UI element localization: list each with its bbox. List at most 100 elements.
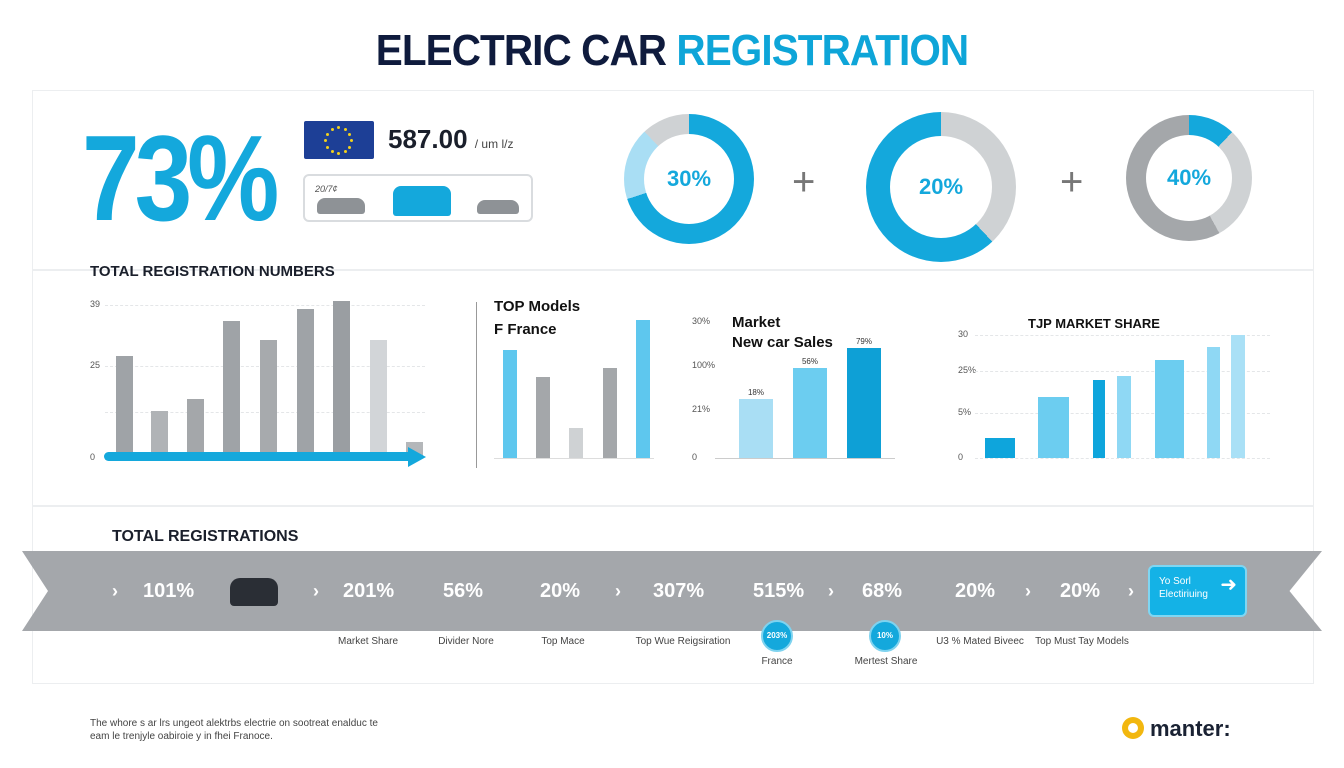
y-tick-label: 30 xyxy=(958,329,969,339)
chart-title: TOP Models xyxy=(494,298,581,315)
band-label: Top Wue Reigsiration xyxy=(635,636,731,647)
car-strip: 20/7¢ xyxy=(303,174,533,222)
donut-label: 20% xyxy=(918,174,964,199)
bar xyxy=(536,376,550,458)
logo-icon xyxy=(1122,717,1144,739)
bar xyxy=(985,437,1015,458)
x-axis xyxy=(494,458,654,459)
cta-label: Yo Sorl Electiriuing xyxy=(1159,576,1208,600)
logo-text: manter: xyxy=(1150,716,1231,741)
chevron-right-icon: › xyxy=(615,581,621,601)
star-icon xyxy=(330,150,334,154)
band-label: Divider Nore xyxy=(438,636,494,647)
bar xyxy=(636,320,650,458)
band-label: Market Share xyxy=(337,636,399,647)
band-label: U3 % Mated Biveec xyxy=(936,636,1024,647)
chart-title: TJP MARKET SHARE xyxy=(1028,316,1160,331)
chevron-right-icon: › xyxy=(828,581,834,601)
bar xyxy=(151,410,168,458)
donut-hole xyxy=(890,136,992,238)
y-tick-label: 100% xyxy=(692,360,716,370)
cta-button[interactable]: Yo Sorl Electiriuing ➜ xyxy=(1148,565,1247,617)
data-label: 18% xyxy=(747,388,764,398)
y-tick-label: 30% xyxy=(692,316,711,326)
electric-car-icon xyxy=(393,186,451,216)
chevron-right-icon: › xyxy=(1128,581,1134,601)
band-label: Mertest Share xyxy=(854,656,918,667)
car-icon xyxy=(477,200,519,214)
gridline xyxy=(975,371,1270,372)
star-icon xyxy=(343,150,347,154)
bar xyxy=(503,350,517,458)
bar xyxy=(260,340,277,458)
band-stat: 20% xyxy=(1060,580,1101,602)
registrations-panel xyxy=(32,506,1314,684)
star-icon xyxy=(343,127,347,131)
gridline xyxy=(975,335,1270,336)
gridline xyxy=(975,458,1270,459)
section-title-total-registrations: TOTAL REGISTRATIONS xyxy=(112,528,299,545)
title-part1: ELECTRIC CAR xyxy=(375,26,667,75)
arrow-right-icon: ➜ xyxy=(1220,574,1237,596)
chevron-right-icon: › xyxy=(1025,581,1031,601)
y-tick-label: 0 xyxy=(90,452,96,462)
star-icon xyxy=(337,152,340,155)
donut-hole xyxy=(1146,135,1232,221)
chevron-right-icon: › xyxy=(313,581,319,601)
donut-label: 40% xyxy=(1166,165,1212,190)
chart-title: Market xyxy=(732,314,781,331)
footer-note: The whore s ar lrs ungeot alektrbs elect… xyxy=(90,718,378,742)
brand-logo: manter: xyxy=(1122,716,1231,742)
data-label: 56% xyxy=(801,356,818,366)
y-tick-label: 21% xyxy=(692,404,711,414)
star-icon xyxy=(348,132,352,136)
headline-stat: 73% xyxy=(82,110,279,246)
bar xyxy=(739,399,773,458)
donut-chart: 40% xyxy=(1126,115,1252,241)
y-tick-label: 39 xyxy=(90,299,101,309)
y-tick-label: 25% xyxy=(958,365,977,375)
donut-hole xyxy=(644,134,734,224)
bar xyxy=(1207,347,1220,458)
page-title: ELECTRIC CAR REGISTRATION xyxy=(54,26,1290,76)
star-icon xyxy=(330,127,334,131)
band-stat: 101% xyxy=(143,580,195,602)
top-panel xyxy=(32,90,1314,270)
donut-label: 30% xyxy=(666,166,712,191)
star-icon xyxy=(350,139,353,142)
gridline xyxy=(105,305,425,306)
donut-chart: 20% xyxy=(866,112,1016,262)
band-label: Top Mace xyxy=(541,636,585,647)
car-icon xyxy=(230,578,278,606)
bar xyxy=(1117,376,1131,458)
plus-sign: + xyxy=(1060,160,1084,204)
y-tick-label: 25 xyxy=(90,360,101,370)
star-icon xyxy=(348,145,352,149)
car-icon xyxy=(317,198,365,214)
price-unit: / um l/z xyxy=(474,137,514,151)
arrow-head-icon xyxy=(408,447,426,467)
car-strip-label: 20/7¢ xyxy=(315,184,338,194)
bar xyxy=(1231,335,1245,458)
star-icon xyxy=(325,145,329,149)
y-tick-label: 0 xyxy=(958,452,964,462)
bar xyxy=(187,399,204,458)
y-tick-label: 5% xyxy=(958,407,972,417)
bar xyxy=(1038,396,1069,458)
band-label: Top Must Tay Models xyxy=(1035,636,1129,647)
donut-chart: 30% xyxy=(624,114,754,244)
band-stat: 515% xyxy=(753,580,805,602)
bar xyxy=(1093,380,1105,458)
stat-bubble: 203% xyxy=(761,620,793,652)
band-label: France xyxy=(761,656,793,667)
y-axis xyxy=(476,302,477,468)
section-title-total-registration-numbers: TOTAL REGISTRATION NUMBERS xyxy=(90,263,335,280)
title-part2: REGISTRATION xyxy=(676,26,969,75)
bar xyxy=(297,308,314,458)
chevron-right-icon: › xyxy=(112,581,118,601)
price-value: 587.00 xyxy=(388,124,468,154)
band-stat: 20% xyxy=(955,580,996,602)
bar xyxy=(370,340,387,458)
bar xyxy=(603,368,617,458)
bar xyxy=(333,301,350,458)
